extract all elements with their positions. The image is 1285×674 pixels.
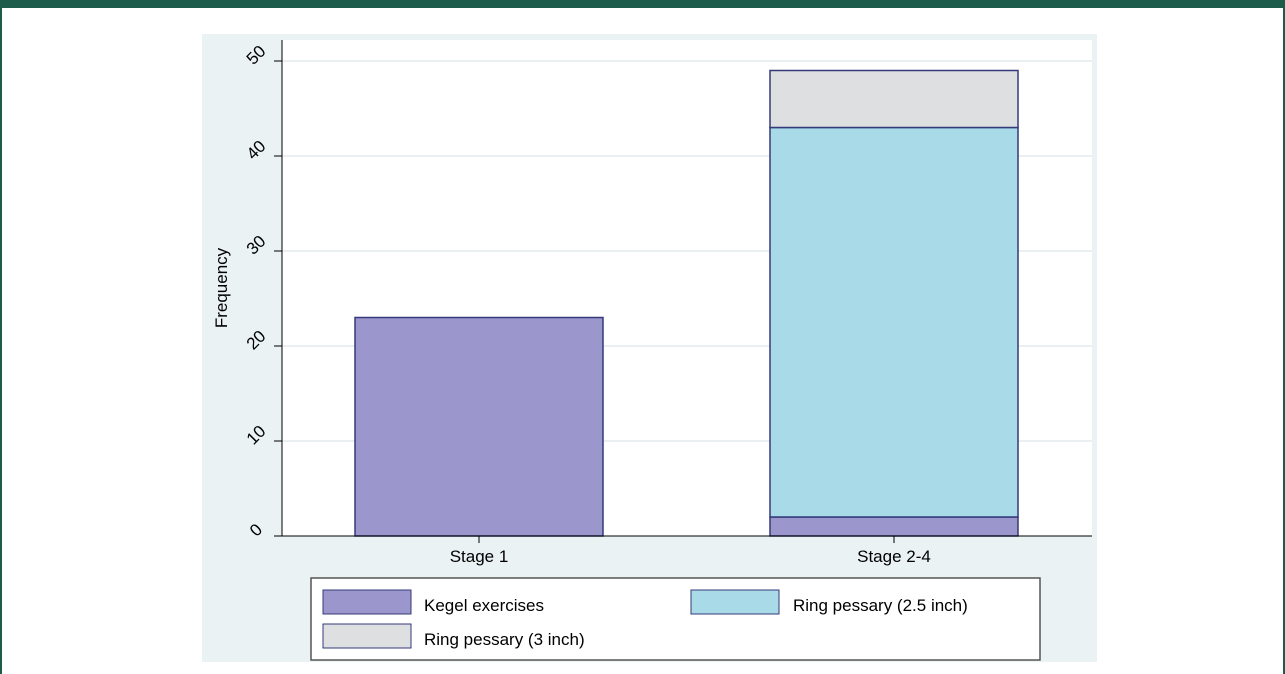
legend: Kegel exercises Ring pessary (2.5 inch) Ri…: [310, 577, 1041, 661]
legend-label: Ring pessary (2.5 inch): [793, 596, 968, 615]
bars: [354, 69, 1019, 537]
legend-label: Kegel exercises: [424, 596, 544, 615]
legend-box: [310, 577, 1041, 661]
x-tick-label: Stage 1: [450, 547, 509, 566]
legend-swatch: [322, 623, 412, 649]
x-tick-label: Stage 2-4: [857, 547, 931, 566]
bar-segment: [769, 516, 1019, 537]
y-axis-label: Frequency: [212, 247, 231, 328]
header-band: [2, 0, 1285, 8]
bar-segment: [354, 316, 604, 537]
bar-segment: [769, 126, 1019, 518]
bar-segment: [769, 69, 1019, 129]
legend-swatch: [690, 589, 780, 615]
legend-label: Ring pessary (3 inch): [424, 630, 585, 649]
legend-swatch: [322, 589, 412, 615]
